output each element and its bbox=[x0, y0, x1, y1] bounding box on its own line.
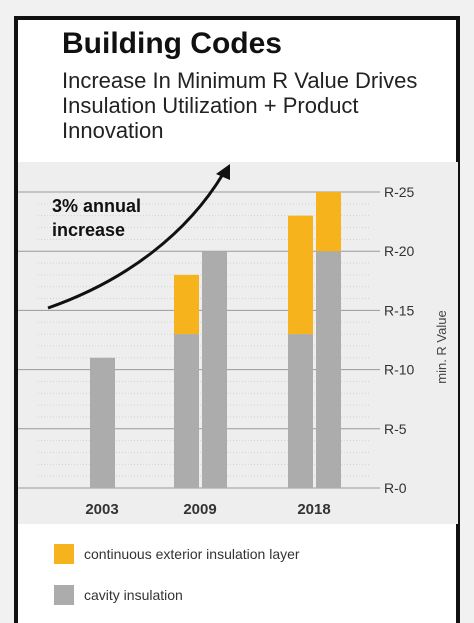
bar-continuous-2009-1 bbox=[174, 274, 199, 335]
y-axis-label: min. R Value bbox=[434, 310, 449, 383]
bar-continuous-2018-3 bbox=[288, 215, 313, 335]
y-tick-label: R-20 bbox=[384, 243, 415, 259]
y-tick-label: R-5 bbox=[384, 421, 407, 437]
bar-cavity-2009-2 bbox=[202, 251, 227, 488]
page-subtitle: Increase In Minimum R Value Drives Insul… bbox=[62, 68, 418, 143]
chart-svg: R-0 R-5 R-10 R-15 R-20 R-25 min. R Value 2003 2… bbox=[18, 164, 449, 518]
bar-cavity-2009-1 bbox=[174, 334, 199, 488]
y-tick-label: R-0 bbox=[384, 480, 407, 496]
bar-cavity-2003-0 bbox=[90, 357, 115, 488]
x-tick-label-2009: 2009 bbox=[183, 501, 216, 518]
trend-arrow-head bbox=[216, 164, 230, 180]
y-tick-label: R-25 bbox=[384, 184, 415, 200]
bar-cavity-2018-4 bbox=[316, 251, 341, 488]
bar-continuous-2018-4 bbox=[316, 192, 341, 252]
r-value-chart: R-0 R-5 R-10 R-15 R-20 R-25 min. R Value 2003 2… bbox=[18, 162, 458, 524]
bar-cavity-2018-3 bbox=[288, 334, 313, 488]
annotation-line-2: increase bbox=[52, 220, 125, 240]
y-tick-label: R-15 bbox=[384, 302, 415, 318]
x-tick-label-2003: 2003 bbox=[85, 501, 118, 518]
trend-arrow bbox=[47, 173, 225, 310]
annotation-line-1: 3% annual bbox=[52, 196, 141, 216]
x-tick-label-2018: 2018 bbox=[297, 501, 330, 518]
page-title: Building Codes bbox=[62, 27, 282, 60]
y-tick-label: R-10 bbox=[384, 362, 415, 378]
